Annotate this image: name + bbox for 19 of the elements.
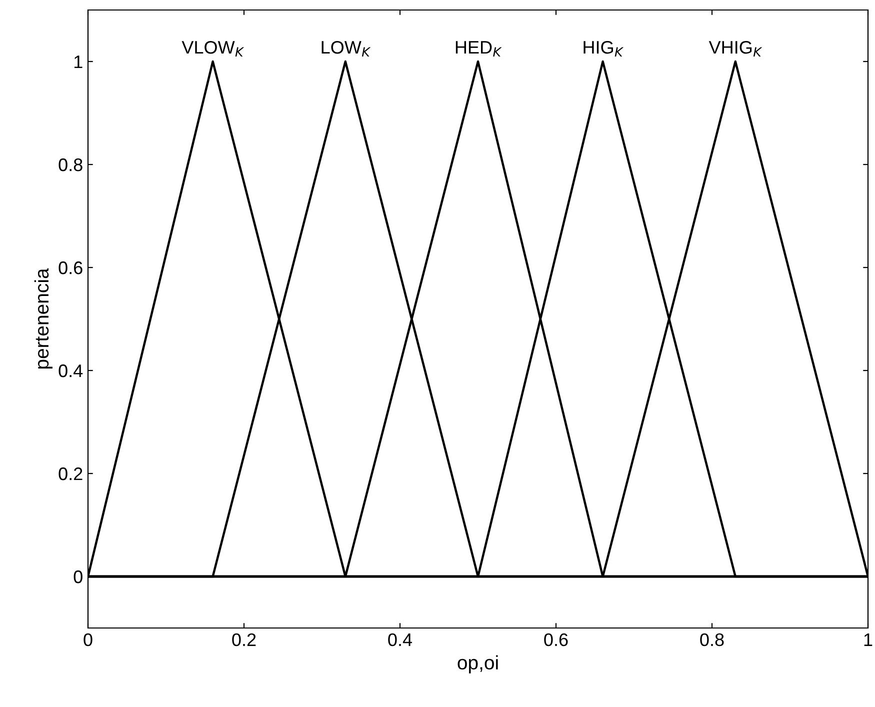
x-tick-label: 0.2 bbox=[232, 633, 256, 646]
y-axis-title: pertenencia bbox=[34, 268, 52, 369]
y-tick-label: 1 bbox=[74, 56, 82, 68]
x-tick-label: 0 bbox=[84, 633, 92, 646]
series-label: VLOW$_{K}$ bbox=[182, 40, 244, 57]
series-label: LOW$_{K}$ bbox=[322, 40, 371, 57]
y-tick-label: 0.8 bbox=[58, 158, 82, 172]
series-label: VHIG$_{K}$ bbox=[708, 40, 762, 57]
x-axis-title: op,oi bbox=[458, 655, 498, 674]
y-tick-label: 0 bbox=[74, 570, 82, 584]
series-label: HED$_{K}$ bbox=[456, 41, 502, 57]
y-tick-label: 0.4 bbox=[58, 364, 83, 378]
x-tick-label: 0.8 bbox=[700, 633, 724, 646]
x-tick-label: 1 bbox=[864, 634, 872, 646]
x-tick-label: 0.4 bbox=[388, 633, 412, 646]
series-label: HIG$_{K}$ bbox=[584, 40, 624, 57]
y-tick-label: 0.6 bbox=[58, 261, 82, 274]
x-tick-label: 0.6 bbox=[544, 633, 568, 646]
y-tick-label: 0.2 bbox=[58, 467, 82, 480]
